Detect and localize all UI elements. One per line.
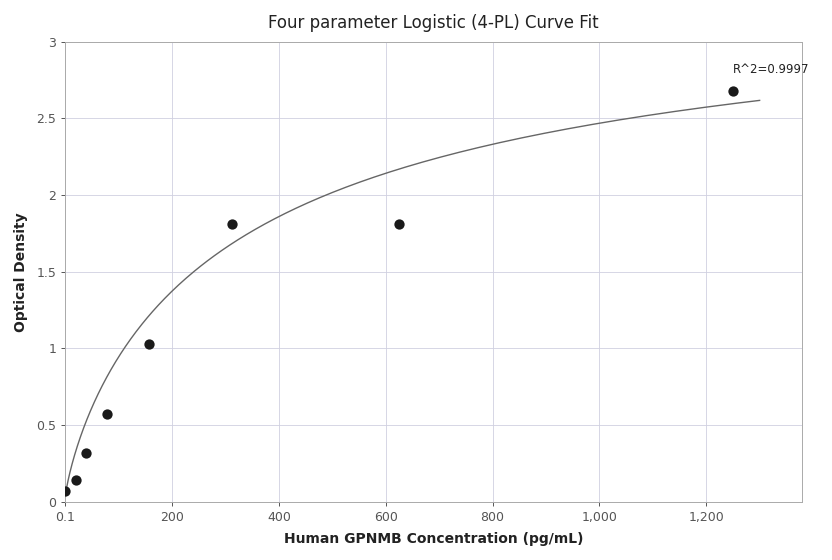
Point <box>79 448 92 457</box>
Text: R^2=0.9997: R^2=0.9997 <box>733 63 810 76</box>
Point <box>225 220 239 228</box>
Title: Four parameter Logistic (4-PL) Curve Fit: Four parameter Logistic (4-PL) Curve Fit <box>269 14 599 32</box>
Point <box>58 487 72 496</box>
Point <box>142 339 156 348</box>
Point <box>726 86 740 95</box>
Point <box>101 410 114 419</box>
X-axis label: Human GPNMB Concentration (pg/mL): Human GPNMB Concentration (pg/mL) <box>284 532 583 546</box>
Point <box>69 476 82 485</box>
Point <box>393 220 406 228</box>
Y-axis label: Optical Density: Optical Density <box>14 212 28 332</box>
